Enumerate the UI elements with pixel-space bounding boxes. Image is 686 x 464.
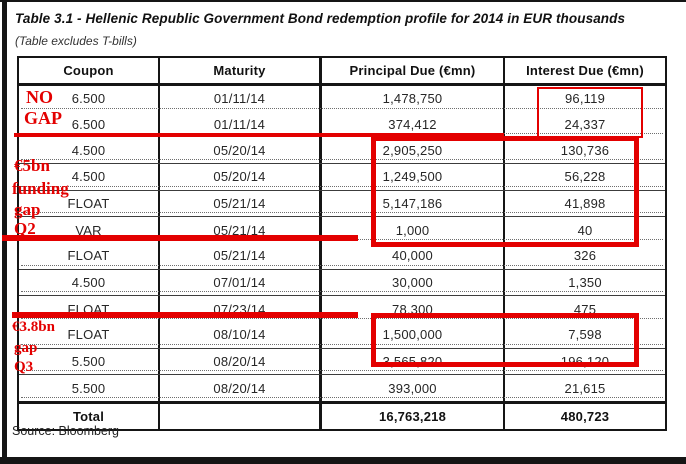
maturity-cell: 01/11/14 xyxy=(160,111,322,138)
annotation-q3: Q3 xyxy=(14,359,34,375)
table-row: 4.500 05/20/14 2,905,250 130,736 xyxy=(19,137,665,164)
table-title: Table 3.1 - Hellenic Republic Government… xyxy=(15,11,626,26)
principal-cell: 5,147,186 xyxy=(322,190,505,217)
principal-cell: 393,000 xyxy=(322,375,505,401)
principal-cell: 1,000 xyxy=(322,217,505,243)
column-header-coupon: Coupon xyxy=(19,58,160,83)
red-divider-line-q2 xyxy=(2,235,358,241)
coupon-cell: FLOAT xyxy=(19,190,160,217)
maturity-cell: 05/21/14 xyxy=(160,217,322,243)
principal-cell: 1,500,000 xyxy=(322,321,505,348)
interest-cell: 24,337 xyxy=(564,116,606,132)
coupon-cell: FLOAT xyxy=(19,321,160,348)
red-highlight-box-q2-payments xyxy=(371,136,639,247)
principal-cell: 30,000 xyxy=(322,269,505,296)
red-highlight-box-q3-payments xyxy=(371,313,639,367)
maturity-cell: 07/23/14 xyxy=(160,296,322,322)
maturity-cell: 08/20/14 xyxy=(160,348,322,375)
coupon-cell: 6.500 xyxy=(19,86,160,112)
total-maturity-empty xyxy=(160,403,322,429)
annotation-3-8bn: €3.8bn xyxy=(12,319,55,335)
interest-cell: 56,228 xyxy=(564,169,606,185)
table-subtitle: (Table excludes T-bills) xyxy=(15,34,137,48)
maturity-cell: 05/21/14 xyxy=(160,242,322,269)
principal-cell: 40,000 xyxy=(322,242,505,269)
red-highlight-box-interest-jan xyxy=(537,87,643,138)
annotation-5bn: €5bn xyxy=(14,156,50,175)
principal-cell: 374,412 xyxy=(322,111,505,138)
coupon-cell: 4.500 xyxy=(19,163,160,190)
interest-cell: 7,598 xyxy=(568,327,602,343)
interest-cell: 326 xyxy=(573,248,597,264)
coupon-cell: 6.500 xyxy=(19,111,160,138)
principal-cell: 1,249,500 xyxy=(322,163,505,190)
source-line: Source: Bloomberg xyxy=(12,424,120,438)
table-body: 6.500 01/11/14 1,478,750 96,119 6.500 01… xyxy=(19,86,665,401)
column-header-principal: Principal Due (€mn) xyxy=(322,58,505,83)
total-interest-value: 480,723 xyxy=(560,408,610,424)
coupon-cell: VAR xyxy=(19,217,160,243)
coupon-cell: 5.500 xyxy=(19,375,160,401)
annotation-funding: funding xyxy=(12,179,69,198)
coupon-cell: 4.500 xyxy=(19,269,160,296)
principal-cell: 1,478,750 xyxy=(322,86,505,112)
column-header-interest: Interest Due (€mn) xyxy=(526,63,644,78)
table-row: 6.500 01/11/14 1,478,750 96,119 xyxy=(19,86,665,112)
frame-left-edge xyxy=(2,0,7,464)
maturity-cell: 08/20/14 xyxy=(160,375,322,401)
red-divider-line-q3 xyxy=(12,312,358,318)
table-row: 4.500 07/01/14 30,000 1,350 xyxy=(19,269,665,297)
annotation-no: NO xyxy=(26,87,53,107)
maturity-cell: 05/21/14 xyxy=(160,190,322,217)
table-row: FLOAT 08/10/14 1,500,000 7,598 xyxy=(19,321,665,349)
frame-top-edge xyxy=(0,0,686,2)
total-label: Total xyxy=(19,403,160,429)
annotation-gap-q3: gap xyxy=(14,340,38,356)
table-total-row: Total 16,763,218 480,723 xyxy=(19,400,665,429)
maturity-cell: 01/11/14 xyxy=(160,86,322,112)
column-header-maturity: Maturity xyxy=(160,58,322,83)
interest-cell: 130,736 xyxy=(560,142,610,158)
maturity-cell: 07/01/14 xyxy=(160,269,322,296)
coupon-cell: 4.500 xyxy=(19,137,160,163)
annotation-gap: GAP xyxy=(24,108,62,128)
total-principal-value: 16,763,218 xyxy=(322,403,505,429)
principal-cell: 2,905,250 xyxy=(322,137,505,163)
annotation-q2: Q2 xyxy=(14,219,36,238)
interest-cell: 21,615 xyxy=(564,380,606,396)
table-row: FLOAT 05/21/14 40,000 326 xyxy=(19,242,665,270)
coupon-cell: 5.500 xyxy=(19,348,160,375)
interest-cell: 475 xyxy=(573,301,597,317)
red-divider-line-q1 xyxy=(14,133,504,137)
table-header-row: Coupon Maturity Principal Due (€mn) Inte… xyxy=(19,58,665,86)
annotation-gap-q2: gap xyxy=(14,200,41,219)
principal-cell: 78,300 xyxy=(322,296,505,322)
maturity-cell: 08/10/14 xyxy=(160,321,322,348)
coupon-cell: FLOAT xyxy=(19,242,160,269)
interest-cell: 1,350 xyxy=(568,274,602,290)
interest-cell: 41,898 xyxy=(564,195,606,211)
maturity-cell: 05/20/14 xyxy=(160,137,322,163)
frame-bottom-edge xyxy=(0,457,686,464)
table-row: 4.500 05/20/14 1,249,500 56,228 xyxy=(19,163,665,191)
table-row: FLOAT 05/21/14 5,147,186 41,898 xyxy=(19,190,665,218)
maturity-cell: 05/20/14 xyxy=(160,163,322,190)
interest-cell: 96,119 xyxy=(565,91,605,107)
interest-cell: 40 xyxy=(577,222,593,238)
table-row: 5.500 08/20/14 393,000 21,615 xyxy=(19,375,665,401)
